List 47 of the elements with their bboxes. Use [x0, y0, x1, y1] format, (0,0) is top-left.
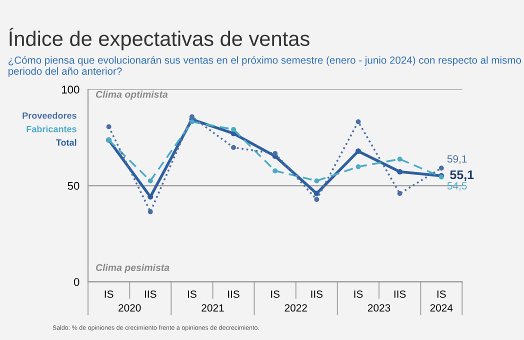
point [231, 145, 236, 150]
text: Proveedores [22, 112, 76, 119]
y-tick-label: 50 [68, 182, 80, 190]
point [356, 164, 361, 170]
text: Total [56, 139, 76, 146]
point [314, 190, 320, 196]
point [272, 168, 278, 174]
x-tick-label: IS [104, 290, 114, 298]
annotation: Clima optimista [96, 90, 168, 100]
y-tick-label: 0 [74, 278, 80, 286]
text: Fabricantes [26, 126, 76, 132]
x-tick-label: IS [437, 290, 446, 298]
point [106, 124, 112, 130]
data-label: 55,1 [450, 170, 474, 181]
x-tick-label: IIS [228, 290, 240, 298]
point [314, 178, 320, 184]
text: 2024 [430, 304, 453, 312]
point [438, 166, 444, 171]
text: 2020 [118, 304, 141, 312]
data-label: 59,1 [447, 155, 467, 164]
point [314, 196, 320, 202]
point [148, 194, 154, 200]
text: 2023 [368, 304, 390, 312]
point [356, 119, 361, 124]
chart-subtitle: ¿Cómo piensa que evolucionarán sus ventas en el próximo semestre (enero - junio 2024) con respecto al mismo periodo del año anterior? [8, 56, 522, 77]
annotation: Clima pesimista [96, 264, 170, 273]
y-tick-label: 100 [62, 86, 80, 94]
text: 2022 [284, 304, 307, 312]
chart-title: Índice de expectativas de ventas [9, 28, 310, 50]
point [355, 148, 362, 154]
x-tick-label: IIS [394, 290, 406, 298]
x-tick-label: IS [354, 290, 363, 298]
point [189, 114, 194, 120]
point [397, 156, 402, 162]
point [272, 151, 278, 156]
x-tick-label: IS [271, 290, 280, 298]
point [148, 178, 153, 184]
data-label: 54,5 [447, 182, 467, 191]
x-tick-label: IS [188, 290, 196, 298]
point [397, 191, 402, 196]
point [397, 169, 403, 175]
point [231, 126, 236, 132]
x-tick-label: IIS [144, 290, 156, 298]
point [189, 119, 194, 124]
point [148, 209, 153, 214]
text: 2021 [202, 304, 224, 312]
x-tick-label: IIS [311, 290, 323, 298]
